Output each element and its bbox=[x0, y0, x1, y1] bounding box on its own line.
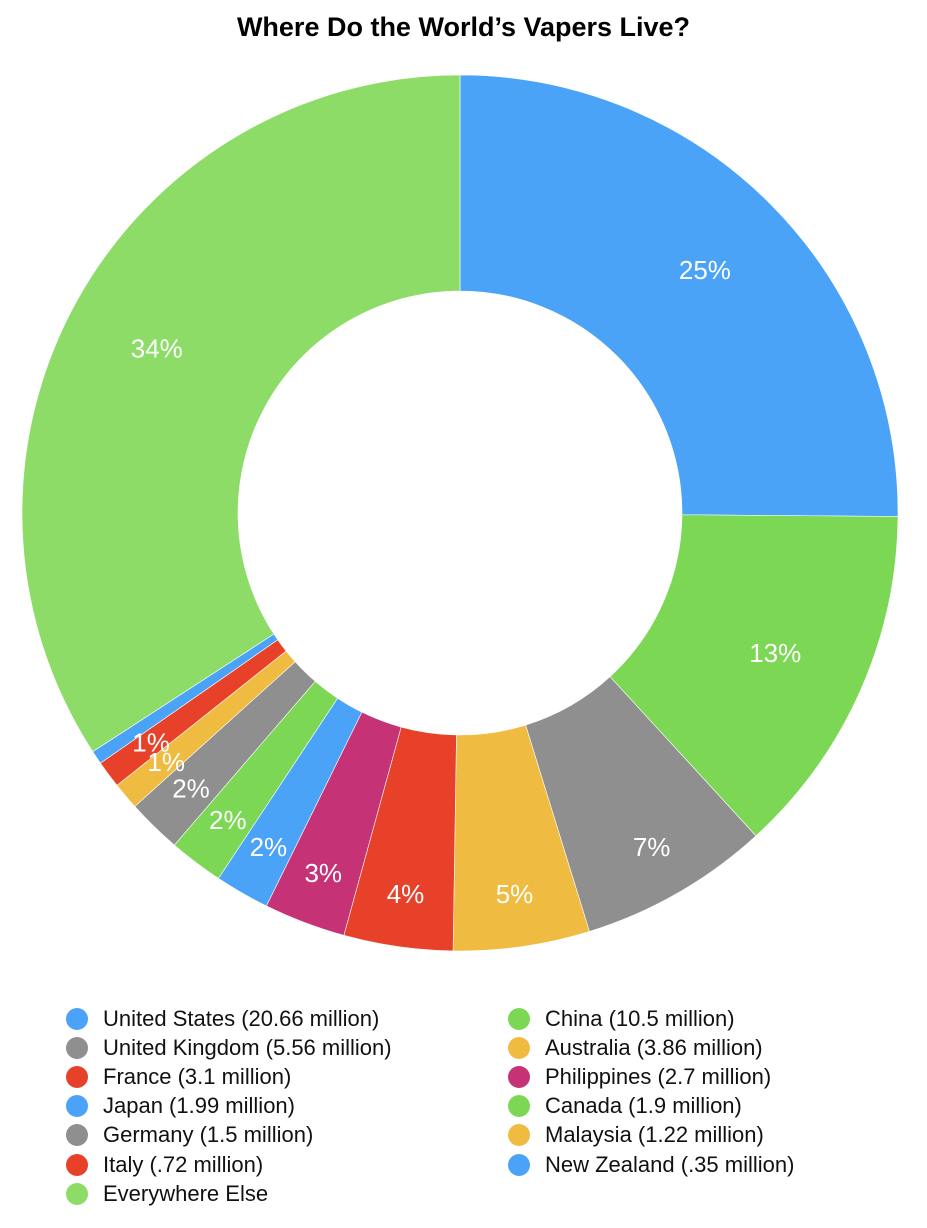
legend-label: Italy (.72 million) bbox=[103, 1151, 264, 1177]
slice-label-10: 1% bbox=[132, 728, 170, 758]
slice-label-4: 4% bbox=[387, 879, 425, 909]
legend-item: Germany (1.5 million) bbox=[66, 1121, 392, 1150]
slice-label-3: 5% bbox=[496, 879, 534, 909]
slice-label-8: 2% bbox=[172, 773, 210, 803]
legend-label: France (3.1 million) bbox=[103, 1063, 292, 1089]
slice-0 bbox=[459, 74, 899, 517]
legend-swatch bbox=[66, 1182, 88, 1205]
legend-item: Japan (1.99 million) bbox=[66, 1092, 392, 1121]
legend-label: United States (20.66 million) bbox=[103, 1005, 380, 1031]
slice-1 bbox=[609, 514, 899, 837]
legend-swatch bbox=[66, 1036, 88, 1059]
legend-column-left: United States (20.66 million) United King… bbox=[66, 1004, 392, 1208]
legend-item: China (10.5 million) bbox=[508, 1004, 794, 1033]
slice-label-6: 2% bbox=[250, 832, 288, 862]
legend-label: China (10.5 million) bbox=[545, 1005, 735, 1031]
legend-label: Malaysia (1.22 million) bbox=[545, 1122, 764, 1148]
legend-item: Philippines (2.7 million) bbox=[508, 1062, 794, 1091]
legend-column-right: China (10.5 million) Australia (3.86 mill… bbox=[508, 1004, 794, 1179]
legend-label: Germany (1.5 million) bbox=[103, 1122, 314, 1148]
legend-swatch bbox=[508, 1065, 530, 1088]
slice-label-5: 3% bbox=[304, 858, 342, 888]
legend-swatch bbox=[66, 1124, 88, 1147]
slice-label-0: 25% bbox=[679, 255, 731, 285]
legend-swatch bbox=[66, 1153, 88, 1176]
legend-item: Canada (1.9 million) bbox=[508, 1092, 794, 1121]
legend-label: United Kingdom (5.56 million) bbox=[103, 1034, 392, 1060]
slice-label-2: 7% bbox=[633, 832, 671, 862]
legend-swatch bbox=[508, 1036, 530, 1059]
legend-label: Everywhere Else bbox=[103, 1180, 269, 1206]
legend-swatch bbox=[66, 1007, 88, 1030]
legend-item: New Zealand (.35 million) bbox=[508, 1150, 794, 1179]
legend-item: France (3.1 million) bbox=[66, 1062, 392, 1091]
legend-label: Philippines (2.7 million) bbox=[545, 1063, 772, 1089]
slice-label-12: 34% bbox=[131, 333, 183, 363]
legend-swatch bbox=[508, 1124, 530, 1147]
legend-item: Malaysia (1.22 million) bbox=[508, 1121, 794, 1150]
legend-swatch bbox=[508, 1007, 530, 1030]
legend-item: United States (20.66 million) bbox=[66, 1004, 392, 1033]
legend-swatch bbox=[508, 1153, 530, 1176]
legend-label: Canada (1.9 million) bbox=[545, 1093, 742, 1119]
legend-item: Italy (.72 million) bbox=[66, 1150, 392, 1179]
slice-label-1: 13% bbox=[749, 638, 801, 668]
slice-label-9: 1% bbox=[147, 747, 185, 777]
chart-title: Where Do the World’s Vapers Live? bbox=[236, 12, 691, 42]
legend-item: United Kingdom (5.56 million) bbox=[66, 1033, 392, 1062]
legend-label: New Zealand (.35 million) bbox=[545, 1151, 795, 1177]
slice-12 bbox=[21, 74, 461, 753]
legend-swatch bbox=[66, 1065, 88, 1088]
legend-item: Australia (3.86 million) bbox=[508, 1033, 794, 1062]
legend-swatch bbox=[66, 1095, 88, 1118]
legend-swatch bbox=[508, 1095, 530, 1118]
donut-chart: 25%13%7%5%4%3%2%2%2%1%1%34% bbox=[21, 74, 899, 952]
legend-item: Everywhere Else bbox=[66, 1179, 392, 1208]
legend-label: Australia (3.86 million) bbox=[545, 1034, 763, 1060]
legend-label: Japan (1.99 million) bbox=[103, 1093, 295, 1119]
slice-label-7: 2% bbox=[209, 805, 247, 835]
